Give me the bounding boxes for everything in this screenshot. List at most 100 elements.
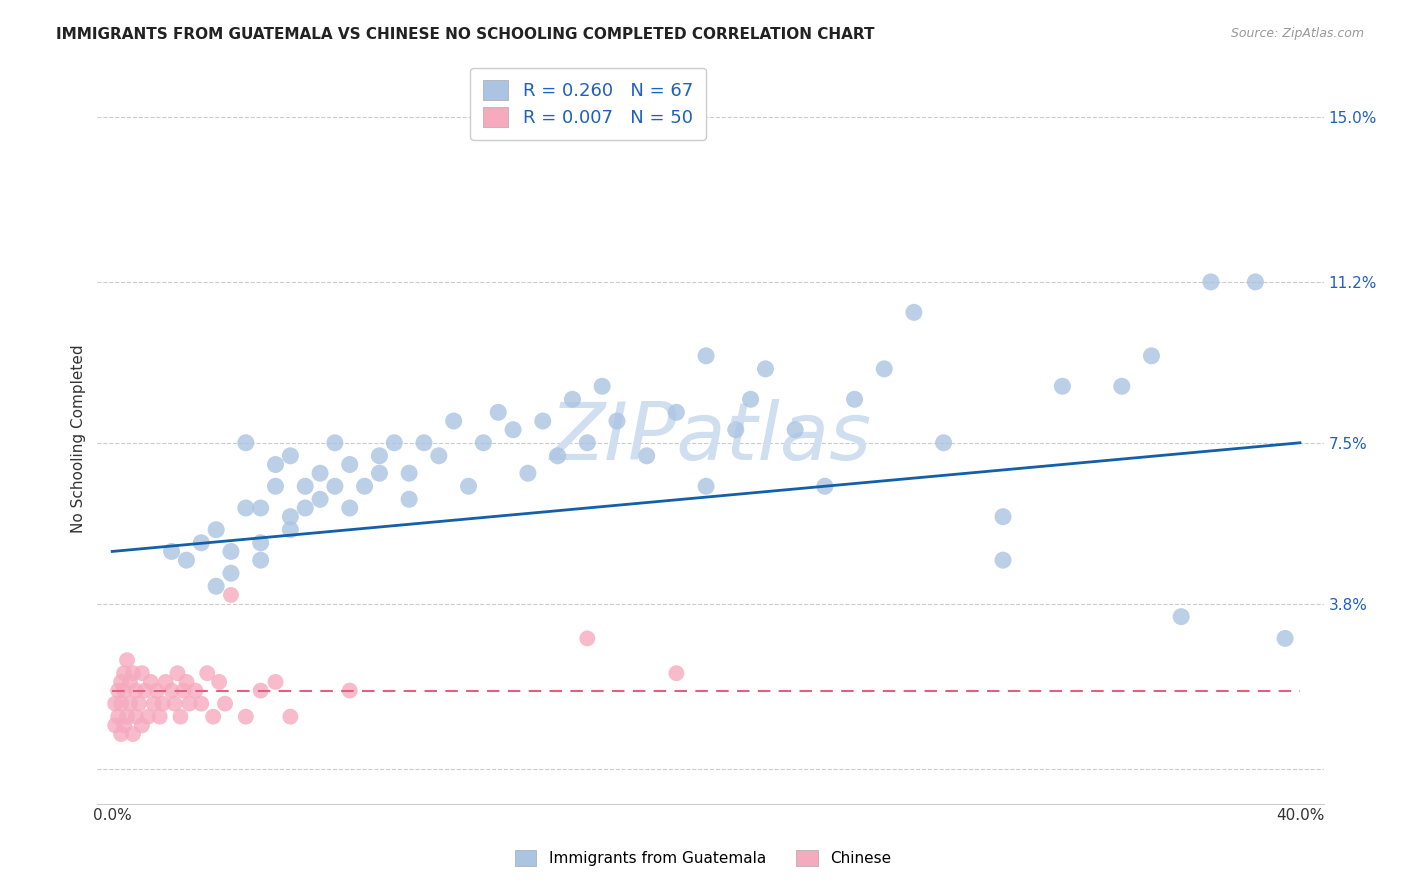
Point — [122, 666, 145, 681]
Point — [235, 435, 257, 450]
Point — [264, 479, 287, 493]
Point — [636, 449, 658, 463]
Point — [1140, 349, 1163, 363]
Point — [249, 500, 271, 515]
Point — [398, 492, 420, 507]
Point — [844, 392, 866, 407]
Point — [249, 535, 271, 549]
Point — [1111, 379, 1133, 393]
Point — [160, 683, 183, 698]
Point — [695, 349, 717, 363]
Point — [785, 423, 807, 437]
Point — [152, 697, 174, 711]
Point — [128, 697, 150, 711]
Point — [264, 674, 287, 689]
Point — [205, 523, 228, 537]
Point — [264, 458, 287, 472]
Point — [280, 509, 302, 524]
Point — [368, 449, 391, 463]
Point — [118, 697, 141, 711]
Point — [516, 466, 538, 480]
Point — [155, 674, 177, 689]
Point — [280, 709, 302, 723]
Point — [991, 509, 1014, 524]
Point — [294, 500, 316, 515]
Point — [131, 666, 153, 681]
Point — [235, 709, 257, 723]
Point — [323, 435, 346, 450]
Point — [176, 553, 198, 567]
Point — [142, 697, 165, 711]
Point — [353, 479, 375, 493]
Point — [427, 449, 450, 463]
Point — [1199, 275, 1222, 289]
Text: Source: ZipAtlas.com: Source: ZipAtlas.com — [1230, 27, 1364, 40]
Point — [294, 479, 316, 493]
Point — [814, 479, 837, 493]
Point — [754, 362, 776, 376]
Point — [125, 709, 148, 723]
Point — [249, 553, 271, 567]
Point — [547, 449, 569, 463]
Point — [903, 305, 925, 319]
Point — [486, 405, 509, 419]
Point — [131, 718, 153, 732]
Point — [576, 632, 599, 646]
Point — [195, 666, 218, 681]
Point — [160, 544, 183, 558]
Text: ZIPatlas: ZIPatlas — [550, 400, 872, 477]
Point — [205, 579, 228, 593]
Point — [190, 697, 212, 711]
Point — [1052, 379, 1074, 393]
Point — [107, 709, 129, 723]
Point — [179, 697, 201, 711]
Point — [110, 727, 132, 741]
Point — [235, 500, 257, 515]
Point — [576, 435, 599, 450]
Point — [115, 653, 138, 667]
Point — [382, 435, 405, 450]
Point — [190, 535, 212, 549]
Point — [219, 588, 242, 602]
Point — [219, 544, 242, 558]
Point — [339, 500, 361, 515]
Legend: R = 0.260   N = 67, R = 0.007   N = 50: R = 0.260 N = 67, R = 0.007 N = 50 — [470, 68, 706, 140]
Point — [110, 674, 132, 689]
Point — [339, 683, 361, 698]
Point — [169, 709, 191, 723]
Point — [134, 683, 156, 698]
Legend: Immigrants from Guatemala, Chinese: Immigrants from Guatemala, Chinese — [506, 841, 900, 875]
Point — [166, 666, 188, 681]
Point — [163, 697, 186, 711]
Point — [125, 683, 148, 698]
Point — [591, 379, 613, 393]
Text: IMMIGRANTS FROM GUATEMALA VS CHINESE NO SCHOOLING COMPLETED CORRELATION CHART: IMMIGRANTS FROM GUATEMALA VS CHINESE NO … — [56, 27, 875, 42]
Point — [176, 674, 198, 689]
Point — [202, 709, 225, 723]
Point — [214, 697, 236, 711]
Point — [139, 674, 162, 689]
Point — [724, 423, 747, 437]
Point — [665, 666, 688, 681]
Point — [112, 718, 135, 732]
Point — [1170, 609, 1192, 624]
Point — [172, 683, 194, 698]
Point — [118, 674, 141, 689]
Point — [136, 709, 159, 723]
Point — [208, 674, 231, 689]
Point — [665, 405, 688, 419]
Point — [122, 727, 145, 741]
Point — [309, 492, 332, 507]
Point — [323, 479, 346, 493]
Point — [104, 718, 127, 732]
Point — [873, 362, 896, 376]
Point — [443, 414, 465, 428]
Point — [149, 709, 172, 723]
Point — [932, 435, 955, 450]
Point — [561, 392, 583, 407]
Point — [104, 697, 127, 711]
Point — [1244, 275, 1267, 289]
Point — [695, 479, 717, 493]
Point — [991, 553, 1014, 567]
Point — [309, 466, 332, 480]
